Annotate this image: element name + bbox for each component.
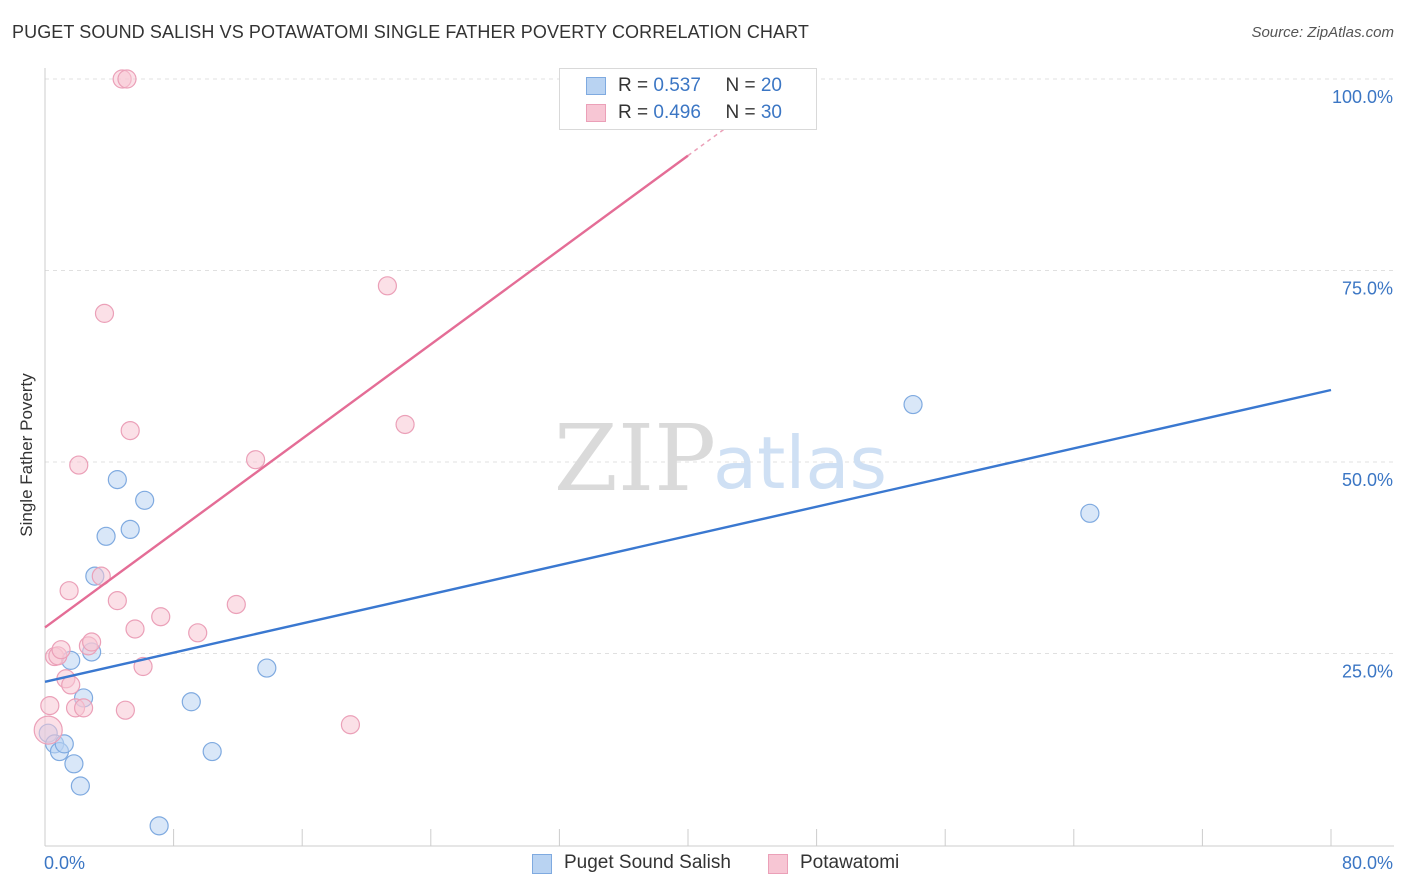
puget-point [903, 394, 923, 415]
potawatomi-point [120, 420, 140, 441]
potawatomi-point [33, 715, 63, 745]
y-tick-label: 75.0% [1342, 279, 1393, 299]
legend-r-value: 0.537 [653, 75, 701, 96]
potawatomi-point [377, 276, 397, 296]
series-swatch-pink [768, 854, 788, 874]
y-tick-label: 25.0% [1342, 662, 1393, 682]
potawatomi-point [340, 715, 361, 735]
legend-swatch-blue [586, 77, 606, 95]
potawatomi-point [125, 619, 145, 639]
legend-swatch-pink [586, 104, 606, 122]
watermark: ZIP atlas [554, 405, 887, 512]
y-tick-label: 100.0% [1332, 87, 1393, 107]
legend-n-label: N = [725, 102, 761, 123]
chart-source: Source: ZipAtlas.com [1251, 24, 1394, 41]
potawatomi-point [395, 414, 415, 435]
puget-point [70, 776, 90, 796]
y-axis-label: Single Father Poverty [17, 373, 36, 537]
legend-r-label: R = [618, 102, 654, 123]
x-tick-label: 0.0% [44, 853, 85, 873]
puget-trend-line [44, 388, 1332, 684]
potawatomi-point [94, 303, 115, 323]
potawatomi-point [226, 594, 246, 615]
puget-point [120, 519, 140, 540]
puget-point [96, 526, 116, 546]
puget-point [107, 470, 127, 490]
y-tick-label: 50.0% [1342, 470, 1393, 490]
series-swatch-blue [532, 854, 552, 874]
watermark-atlas: atlas [713, 421, 887, 505]
potawatomi-point [40, 695, 60, 716]
puget-point [202, 741, 222, 762]
puget-point [1080, 503, 1100, 523]
legend-n-label: N = [725, 75, 761, 96]
series-label: Potawatomi [800, 852, 900, 873]
legend-text: R = 0.496 N = 30 [618, 102, 782, 124]
potawatomi-point [59, 581, 79, 601]
chart-title: PUGET SOUND SALISH VS POTAWATOMI SINGLE … [12, 22, 810, 42]
potawatomi-point [188, 623, 208, 643]
puget-point [54, 734, 74, 754]
grid-layer [45, 78, 1394, 654]
legend-text: R = 0.537 N = 20 [618, 75, 782, 97]
potawatomi-trend-line [44, 154, 689, 629]
watermark-zip: ZIP [554, 405, 716, 512]
potawatomi-point [69, 455, 89, 475]
potawatomi-point [107, 591, 127, 611]
series-label: Puget Sound Salish [564, 852, 731, 873]
puget-point [181, 692, 201, 712]
puget-point [64, 754, 84, 774]
potawatomi-point [151, 607, 171, 627]
puget-point [149, 816, 169, 836]
points-layer [33, 69, 1100, 836]
potawatomi-point [73, 698, 94, 718]
correlation-legend: R = 0.537 N = 20 R = 0.496 N = 30 [559, 68, 817, 130]
potawatomi-point [51, 640, 71, 660]
legend-r-label: R = [618, 75, 654, 96]
potawatomi-point [117, 69, 137, 89]
potawatomi-point [82, 632, 102, 652]
puget-point [135, 490, 155, 510]
potawatomi-point [133, 656, 153, 677]
legend-r-value: 0.496 [653, 102, 701, 123]
potawatomi-point [115, 700, 135, 720]
tick-labels: 25.0% 50.0% 75.0% 100.0% 0.0% 80.0% [44, 87, 1393, 873]
legend-n-value: 30 [760, 102, 782, 123]
potawatomi-point [245, 450, 266, 470]
x-tick-label: 80.0% [1342, 853, 1393, 873]
puget-point [257, 658, 277, 678]
legend-n-value: 20 [760, 75, 782, 96]
